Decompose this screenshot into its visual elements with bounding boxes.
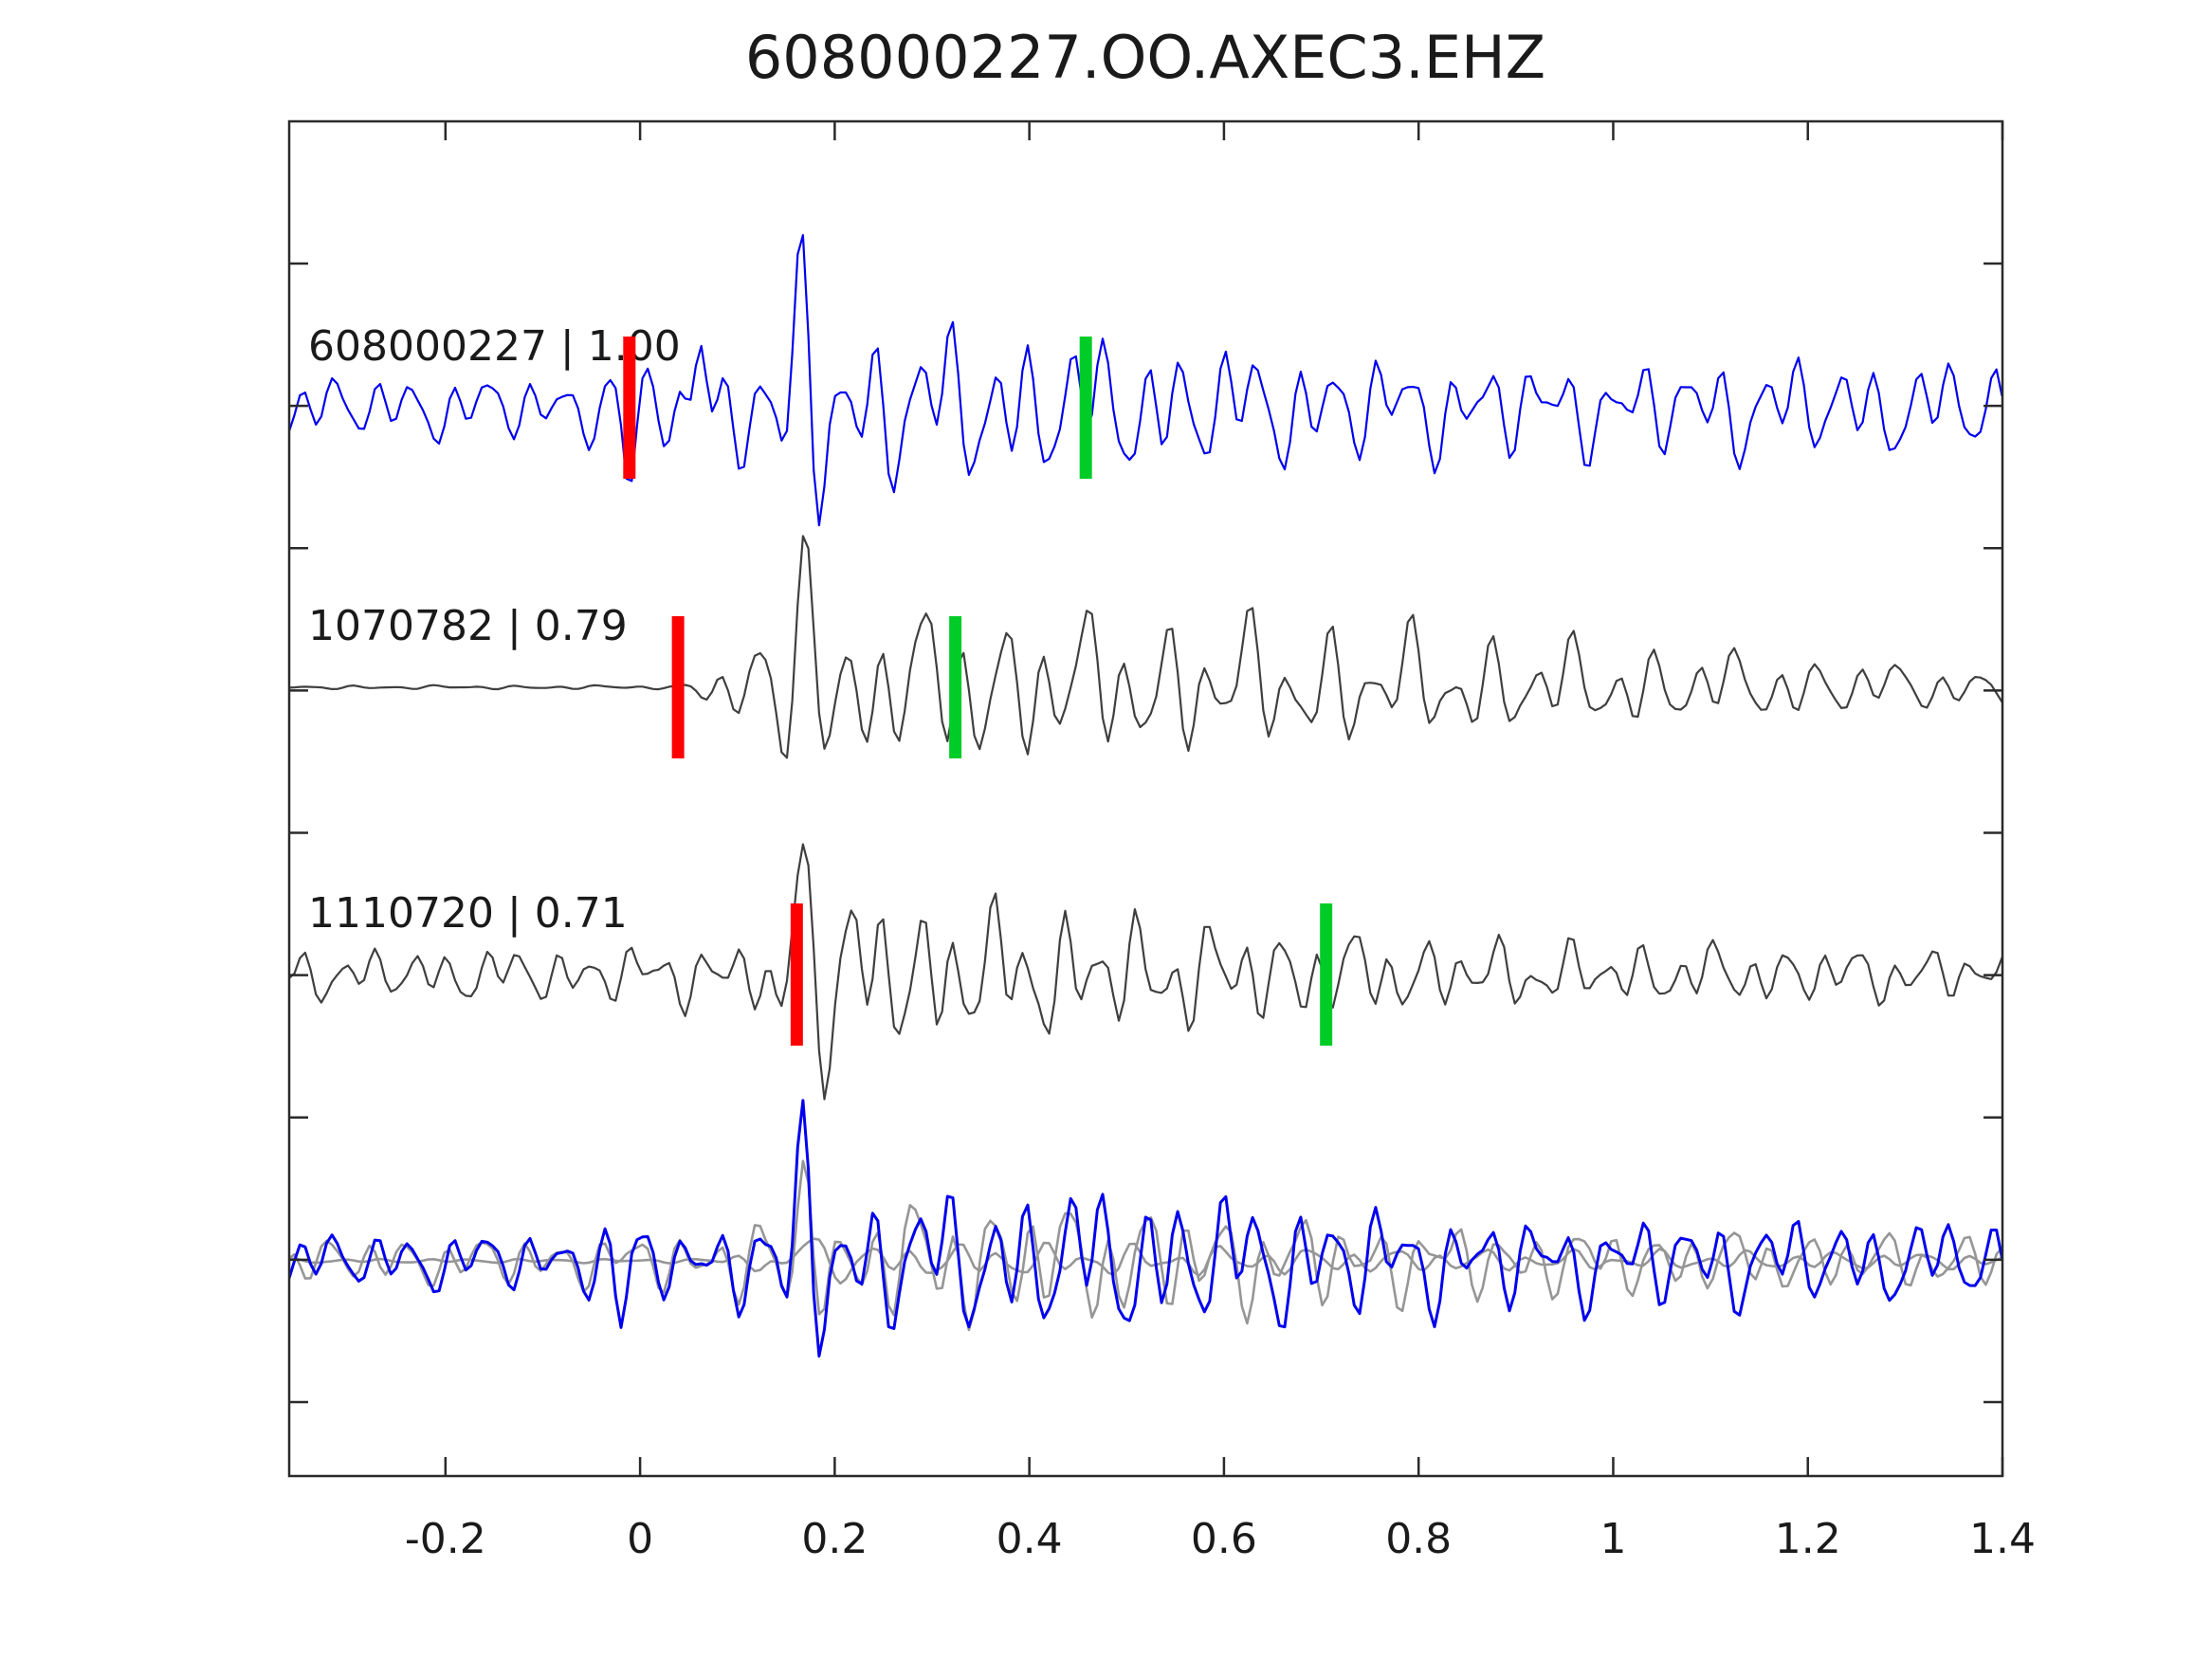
x-tick-label-8: 1.4 bbox=[1969, 1515, 2036, 1563]
row-label-1070782: 1070782 | 0.79 bbox=[308, 602, 628, 650]
trace-template-1070782 bbox=[289, 535, 2002, 759]
x-tick-label-5: 0.8 bbox=[1385, 1515, 1452, 1563]
pick-marker-red-row1 bbox=[623, 337, 636, 479]
row-labels-group: 608000227 | 1.00 1070782 | 0.79 1110720 | … bbox=[308, 322, 681, 938]
plot-title: 608000227.OO.AXEC3.EHZ bbox=[745, 23, 1545, 92]
row-label-608000227: 608000227 | 1.00 bbox=[308, 322, 681, 371]
trace-template-1110720 bbox=[289, 843, 2002, 1101]
pick-marker-green-row3 bbox=[1320, 903, 1333, 1046]
pick-marker-green-row2 bbox=[949, 616, 962, 758]
pick-marker-green-row1 bbox=[1079, 337, 1092, 479]
x-tick-label-4: 0.6 bbox=[1191, 1515, 1257, 1563]
trace-overlay-detection-608000227 bbox=[289, 1099, 2002, 1358]
x-tick-label-6: 1 bbox=[1600, 1515, 1626, 1563]
x-tick-label-3: 0.4 bbox=[996, 1515, 1063, 1563]
axes-frame bbox=[287, 119, 2004, 1478]
x-tick-labels-group: -0.2 0 0.2 0.4 0.6 0.8 1 1.2 1.4 bbox=[405, 1515, 2036, 1563]
x-tick-label-0: -0.2 bbox=[405, 1515, 486, 1563]
axes-group bbox=[287, 119, 2004, 1478]
x-tick-label-2: 0.2 bbox=[801, 1515, 868, 1563]
row-label-1110720: 1110720 | 0.71 bbox=[308, 889, 628, 938]
x-tick-label-1: 0 bbox=[627, 1515, 653, 1563]
pick-marker-red-row3 bbox=[790, 903, 803, 1046]
x-tick-label-7: 1.2 bbox=[1775, 1515, 1841, 1563]
traces-group bbox=[289, 234, 2002, 1358]
trace-detection-608000227 bbox=[289, 234, 2002, 527]
pick-markers-group bbox=[623, 337, 1333, 1046]
pick-marker-red-row2 bbox=[671, 616, 685, 758]
